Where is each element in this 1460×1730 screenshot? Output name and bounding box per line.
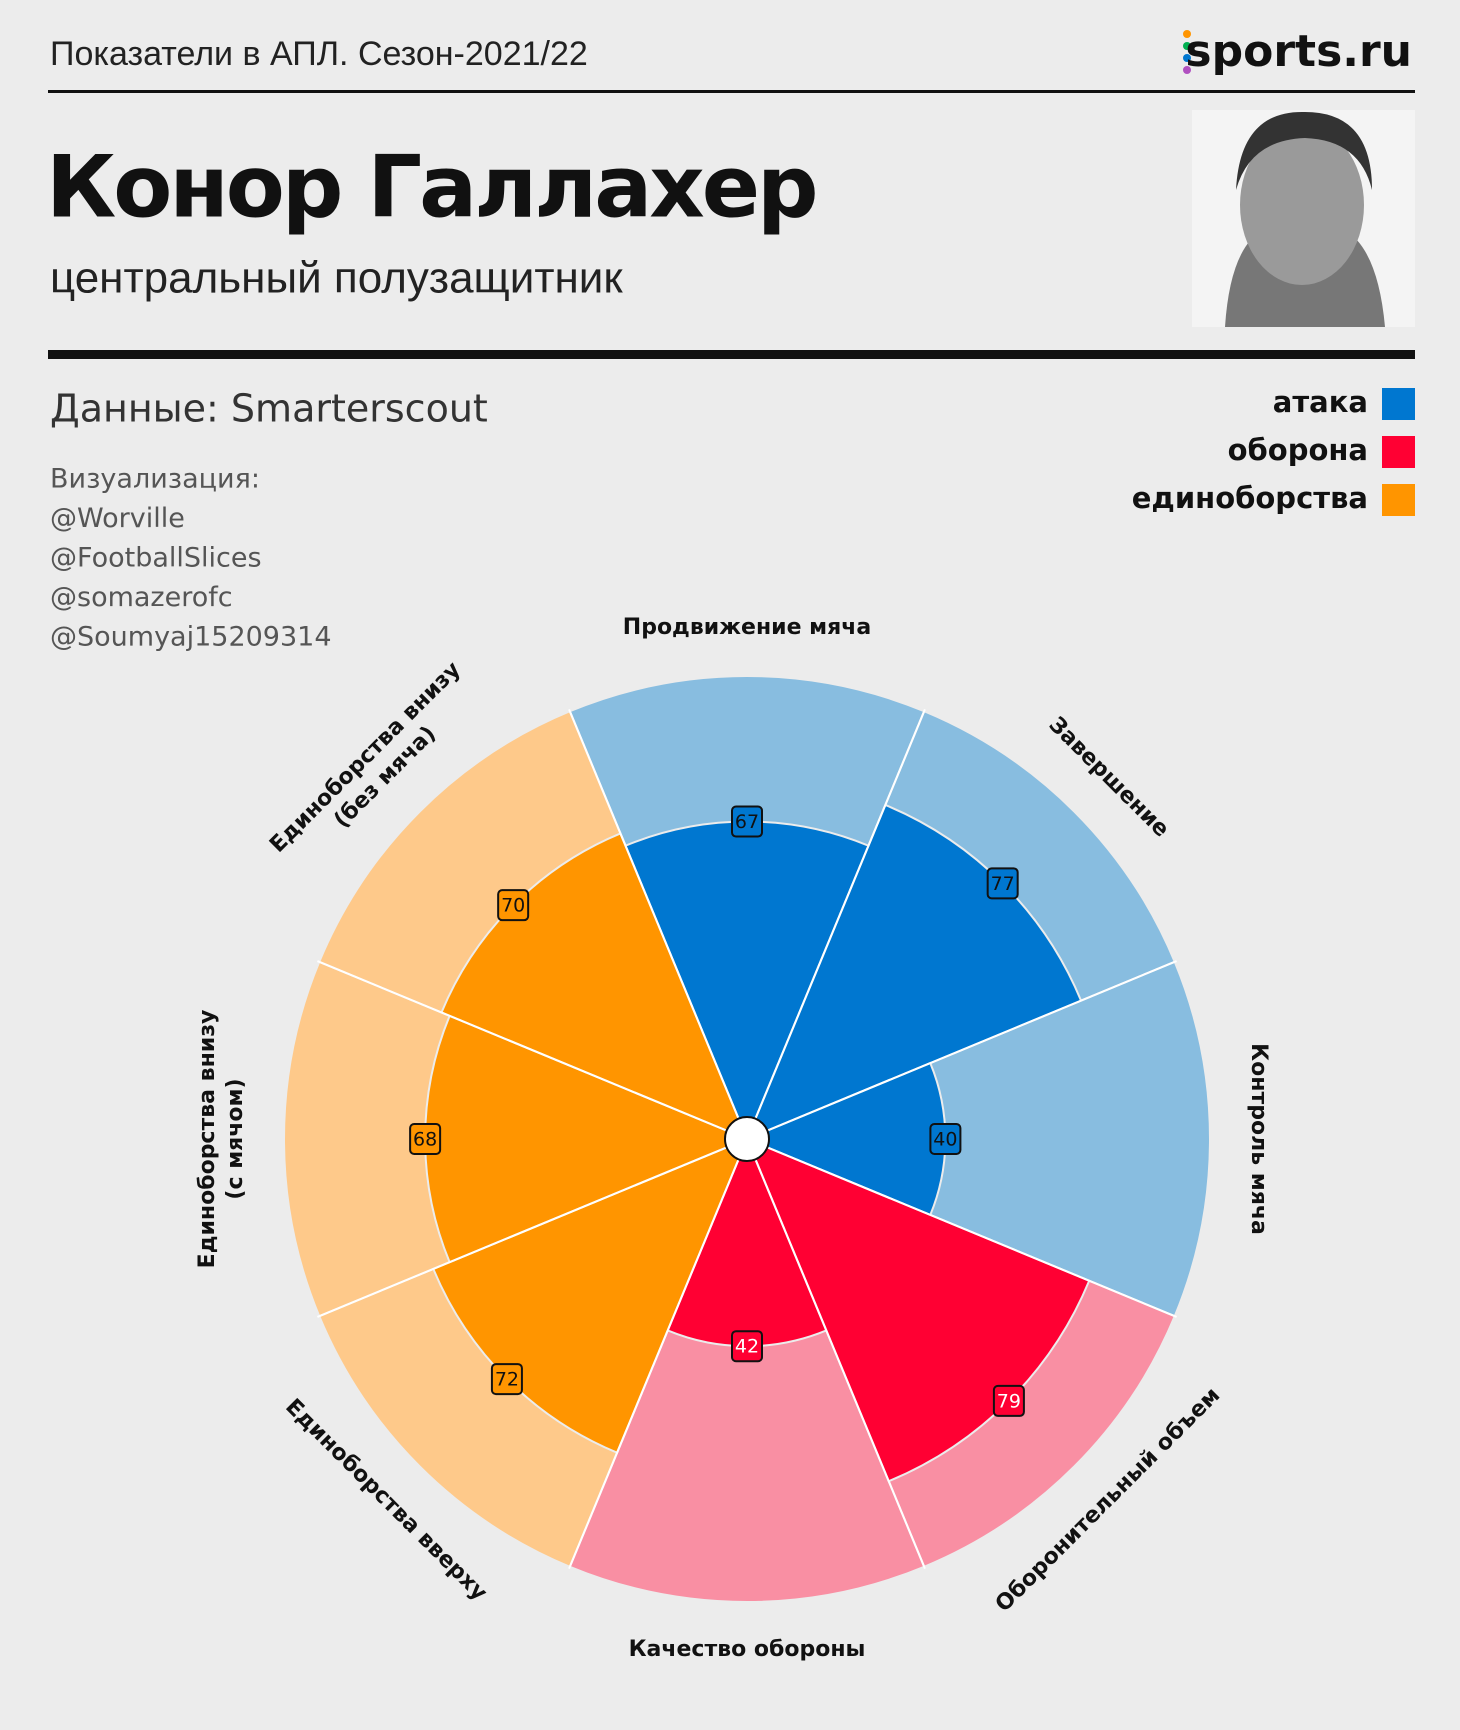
legend-swatch: [1382, 436, 1415, 468]
separator: [317, 960, 748, 1140]
rule: [48, 90, 1415, 93]
logo-text: sports.ru: [1185, 26, 1412, 77]
credit: @Soumyaj15209314: [50, 622, 332, 653]
value-label: 67: [735, 811, 759, 833]
rule: [48, 350, 1415, 359]
value-box: [497, 889, 530, 922]
category-label: Качество обороны: [629, 1637, 866, 1662]
legend-label: оборона: [1228, 433, 1368, 467]
photo-face: [1240, 125, 1364, 285]
value-box: [409, 1123, 442, 1155]
caption: Показатели в АПЛ. Сезон-2021/22: [50, 35, 588, 73]
separator: [317, 1138, 748, 1318]
source: Данные: Smarterscout: [50, 387, 488, 431]
logo-dot: [1183, 42, 1191, 50]
photo: [1192, 110, 1415, 327]
category-label-line: Контроль мяча: [1246, 1043, 1271, 1235]
separator: [568, 1138, 748, 1569]
legend-label: единоборства: [1132, 481, 1368, 515]
logo-dot: [1183, 30, 1191, 38]
category-label: Единоборства внизу (с мячом): [195, 1010, 248, 1269]
legend-swatch: [1382, 388, 1415, 420]
value-label: 77: [991, 873, 1015, 895]
category-label-line: Качество обороны: [629, 1637, 866, 1662]
logo-dot: [1183, 54, 1191, 62]
value-box: [490, 1363, 523, 1396]
category-label-line: (с мячом): [223, 1078, 248, 1199]
value-box: [929, 1123, 962, 1155]
title: Конор Галлахер: [46, 137, 816, 237]
category-label: Продвижение мяча: [623, 615, 871, 640]
slice-background: [568, 1136, 926, 1603]
value-label: 42: [735, 1336, 759, 1358]
value-box: [731, 1330, 763, 1363]
credit: @FootballSlices: [50, 543, 262, 574]
category-label: Контроль мяча: [1246, 1043, 1271, 1235]
photo-hair: [1236, 111, 1372, 190]
separator: [746, 960, 1177, 1140]
logo-dot: [1183, 66, 1191, 74]
separator: [568, 709, 748, 1140]
value-box: [986, 867, 1019, 900]
credit: Визуализация:: [50, 464, 260, 495]
center-hole: [724, 1116, 770, 1162]
category-label-line: Продвижение мяча: [623, 615, 871, 640]
value-box: [731, 805, 763, 838]
value-label: 68: [413, 1129, 437, 1151]
value-label: 40: [933, 1129, 957, 1151]
separator: [746, 1138, 926, 1569]
separator: [746, 709, 926, 1140]
legend-swatch: [1382, 484, 1415, 516]
legend-label: атака: [1273, 385, 1368, 419]
category-label-line: Единоборства внизу: [195, 1010, 220, 1269]
subtitle: центральный полузащитник: [50, 254, 623, 303]
credit: @Worville: [50, 503, 185, 534]
value-label: 72: [495, 1369, 519, 1391]
value-box: [992, 1384, 1025, 1417]
separator: [746, 1138, 1177, 1318]
credit: @somazerofc: [50, 582, 233, 613]
value-label: 70: [501, 895, 525, 917]
slice-background: [744, 960, 1211, 1318]
logo: sports.ru: [1183, 26, 1412, 77]
value-label: 79: [997, 1390, 1021, 1412]
